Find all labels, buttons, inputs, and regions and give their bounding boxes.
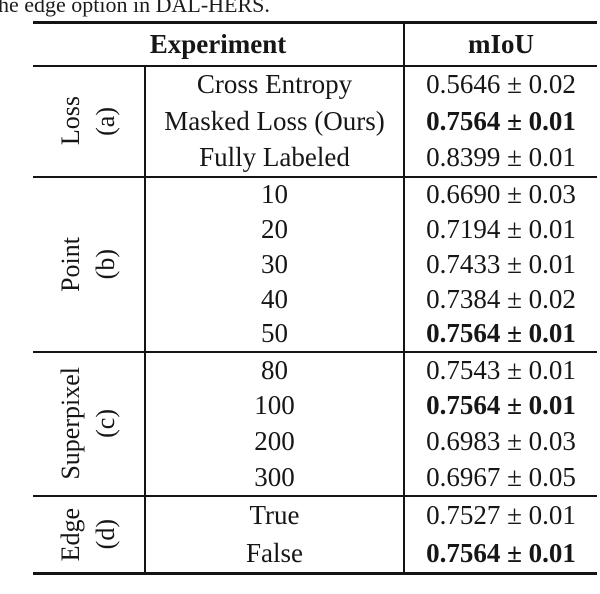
section-tag: (a) xyxy=(91,106,120,136)
table-row: 30 0.7433 ± 0.01 xyxy=(33,246,598,282)
rotated-label-group: Edge (d) xyxy=(33,508,144,561)
miou-cell: 0.6690 ± 0.03 xyxy=(403,176,598,212)
table-row: Point (b) 10 0.6690 ± 0.03 xyxy=(33,176,598,353)
table-row: Edge (d) True 0.7527 ± 0.01 xyxy=(33,495,598,574)
section-group-name: Edge xyxy=(56,507,85,561)
miou-cell: 0.7194 ± 0.01 xyxy=(403,211,598,247)
section-tag: (d) xyxy=(91,519,120,550)
table-caption: he edge option in DAL-HERS. xyxy=(0,0,270,17)
table-row: 40 0.7384 ± 0.02 xyxy=(33,281,598,317)
table-row: 200 0.6983 ± 0.03 xyxy=(33,423,598,460)
miou-cell: 0.7433 ± 0.01 xyxy=(403,246,598,282)
table-row: 300 0.6967 ± 0.05 xyxy=(33,459,598,497)
section-group-name: Point xyxy=(56,236,85,292)
section-label-superpixel: Superpixel (c) xyxy=(33,351,146,497)
miou-cell: 0.7384 ± 0.02 xyxy=(403,281,598,317)
experiment-cell: Cross Entropy xyxy=(196,69,353,100)
column-header-experiment: Experiment xyxy=(33,22,405,67)
experiment-cell: 300 xyxy=(145,459,405,497)
header-row: Experiment mIoU xyxy=(33,22,598,67)
rotated-label-group: Superpixel (c) xyxy=(33,367,144,480)
section-label-edge: Edge (d) xyxy=(33,495,146,574)
section-group-name: Superpixel xyxy=(56,367,85,480)
experiment-cell: Masked Loss (Ours) xyxy=(164,105,385,136)
table-row: Superpixel (c) 80 0.7543 ± 0.01 xyxy=(33,351,598,497)
experiment-cell: 100 xyxy=(254,390,295,421)
section-label-point: Point (b) xyxy=(33,176,146,353)
miou-cell: 0.7564 ± 0.01 xyxy=(403,534,598,574)
results-table: Experiment mIoU Loss (a) Cross Entropy 0.56… xyxy=(33,21,598,575)
section-label-loss: Loss (a) xyxy=(33,65,146,178)
experiment-cell: 200 xyxy=(254,426,295,457)
experiment-cell: True xyxy=(249,500,300,531)
rotated-label-group: Loss (a) xyxy=(33,96,144,145)
experiment-cell: 40 xyxy=(261,283,288,314)
section-tag: (b) xyxy=(91,248,120,280)
rotated-label-group: Point (b) xyxy=(33,237,144,292)
table-row: 100 0.7564 ± 0.01 xyxy=(33,387,598,424)
table-body: Loss (a) Cross Entropy 0.5646 ± 0.02 Masked … xyxy=(33,65,598,574)
miou-cell: 0.7564 ± 0.01 xyxy=(403,316,598,353)
miou-cell: 0.6967 ± 0.05 xyxy=(403,459,598,497)
table-row: 50 0.7564 ± 0.01 xyxy=(33,316,598,353)
experiment-cell: Fully Labeled xyxy=(145,139,405,178)
miou-cell: 0.8399 ± 0.01 xyxy=(403,139,598,178)
experiment-cell: False xyxy=(246,538,303,569)
section-group-name: Loss xyxy=(56,96,85,146)
section-tag: (c) xyxy=(91,409,120,438)
table-header: Experiment mIoU xyxy=(33,22,598,67)
experiment-cell: 30 xyxy=(261,248,288,279)
table-row: Fully Labeled 0.8399 ± 0.01 xyxy=(33,139,598,178)
table-row: 20 0.7194 ± 0.01 xyxy=(33,211,598,247)
table-row: Masked Loss (Ours) 0.7564 ± 0.01 xyxy=(33,102,598,140)
miou-cell: 0.7564 ± 0.01 xyxy=(403,102,598,140)
column-header-miou: mIoU xyxy=(403,22,598,67)
table-row: False 0.7564 ± 0.01 xyxy=(33,534,598,574)
miou-cell: 0.7527 ± 0.01 xyxy=(403,495,598,535)
miou-cell: 0.5646 ± 0.02 xyxy=(403,65,598,103)
experiment-cell: 50 xyxy=(145,316,405,353)
miou-cell: 0.6983 ± 0.03 xyxy=(403,423,598,460)
experiment-cell: 10 xyxy=(261,179,288,210)
experiment-cell: 20 xyxy=(261,213,288,244)
miou-cell: 0.7543 ± 0.01 xyxy=(403,351,598,388)
miou-cell: 0.7564 ± 0.01 xyxy=(403,387,598,424)
experiment-cell: 80 xyxy=(261,354,288,385)
table-row: Loss (a) Cross Entropy 0.5646 ± 0.02 xyxy=(33,65,598,178)
